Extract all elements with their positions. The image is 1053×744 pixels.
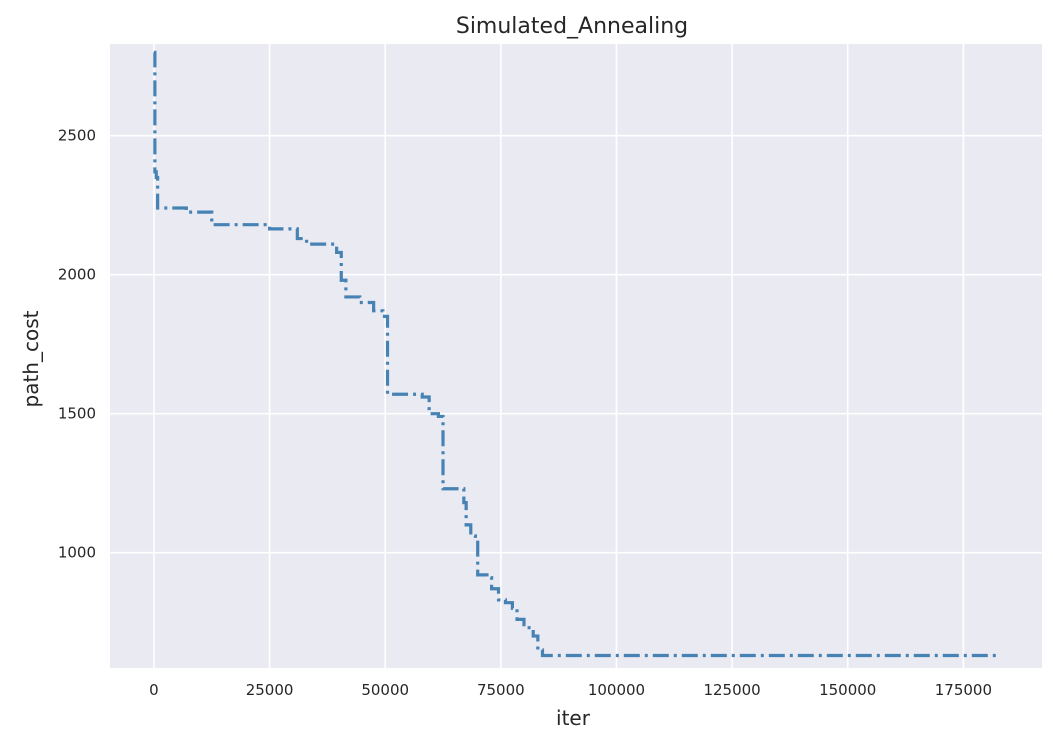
x-tick-label: 175000 — [935, 681, 992, 699]
x-tick-label: 125000 — [703, 681, 760, 699]
tick-labels: 0 25000 50000 75000 100000 125000 150000 175000… — [58, 127, 992, 699]
x-tick-label: 0 — [149, 681, 159, 699]
plot-area — [110, 44, 1042, 668]
y-tick-label: 1500 — [58, 405, 96, 423]
x-tick-label: 150000 — [819, 681, 876, 699]
y-tick-label: 1000 — [58, 544, 96, 562]
x-tick-label: 25000 — [246, 681, 294, 699]
series-line — [153, 50, 1001, 658]
data-layer — [153, 50, 1001, 658]
chart-title: Simulated_Annealing — [456, 14, 688, 39]
x-tick-label: 75000 — [477, 681, 525, 699]
x-tick-label: 100000 — [588, 681, 645, 699]
y-tick-label: 2000 — [58, 266, 96, 284]
x-axis-label: iter — [556, 706, 591, 730]
x-tick-label: 50000 — [361, 681, 409, 699]
y-axis-label: path_cost — [19, 310, 43, 407]
y-tick-label: 2500 — [58, 127, 96, 145]
grid-lines — [110, 44, 1042, 668]
